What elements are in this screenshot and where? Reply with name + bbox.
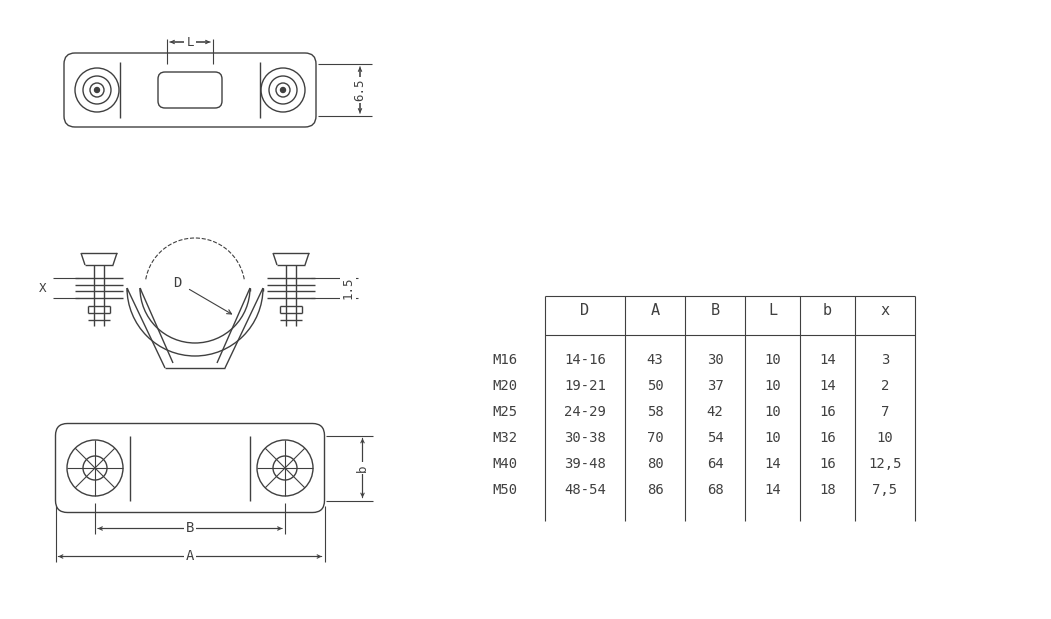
Text: 10: 10 bbox=[764, 405, 781, 419]
Text: 30-38: 30-38 bbox=[564, 431, 606, 445]
Text: 24-29: 24-29 bbox=[564, 405, 606, 419]
Text: 19-21: 19-21 bbox=[564, 379, 606, 393]
Text: X: X bbox=[39, 282, 46, 295]
Text: M40: M40 bbox=[493, 457, 517, 471]
Text: 2: 2 bbox=[881, 379, 889, 393]
Text: 10: 10 bbox=[877, 431, 893, 445]
Text: 14-16: 14-16 bbox=[564, 353, 606, 367]
Text: 70: 70 bbox=[646, 431, 663, 445]
Text: A: A bbox=[651, 303, 660, 318]
Text: D: D bbox=[580, 303, 590, 318]
Text: 14: 14 bbox=[819, 379, 836, 393]
Text: 12,5: 12,5 bbox=[868, 457, 902, 471]
Text: 39-48: 39-48 bbox=[564, 457, 606, 471]
Text: M16: M16 bbox=[493, 353, 517, 367]
Text: 54: 54 bbox=[706, 431, 723, 445]
Text: 10: 10 bbox=[764, 353, 781, 367]
Text: 14: 14 bbox=[764, 457, 781, 471]
Text: 68: 68 bbox=[706, 483, 723, 497]
Text: 64: 64 bbox=[706, 457, 723, 471]
Text: 10: 10 bbox=[764, 431, 781, 445]
Text: b: b bbox=[356, 464, 369, 472]
Text: 16: 16 bbox=[819, 405, 836, 419]
Circle shape bbox=[95, 87, 100, 92]
Text: L: L bbox=[768, 303, 777, 318]
Text: 43: 43 bbox=[646, 353, 663, 367]
Text: 14: 14 bbox=[819, 353, 836, 367]
Text: B: B bbox=[186, 521, 194, 535]
Text: 1.5: 1.5 bbox=[342, 277, 354, 299]
Text: A: A bbox=[186, 550, 194, 563]
Text: B: B bbox=[710, 303, 720, 318]
Text: 42: 42 bbox=[706, 405, 723, 419]
Text: 3: 3 bbox=[881, 353, 889, 367]
Text: b: b bbox=[823, 303, 832, 318]
Text: M50: M50 bbox=[493, 483, 517, 497]
Text: 30: 30 bbox=[706, 353, 723, 367]
Text: 14: 14 bbox=[764, 483, 781, 497]
Circle shape bbox=[281, 87, 286, 92]
Text: 16: 16 bbox=[819, 457, 836, 471]
Text: 18: 18 bbox=[819, 483, 836, 497]
Text: 86: 86 bbox=[646, 483, 663, 497]
Text: D: D bbox=[172, 276, 181, 290]
Text: 80: 80 bbox=[646, 457, 663, 471]
Text: L: L bbox=[186, 35, 193, 48]
Text: 37: 37 bbox=[706, 379, 723, 393]
Text: 50: 50 bbox=[646, 379, 663, 393]
Text: 58: 58 bbox=[646, 405, 663, 419]
Text: 16: 16 bbox=[819, 431, 836, 445]
Text: 10: 10 bbox=[764, 379, 781, 393]
Text: 7: 7 bbox=[881, 405, 889, 419]
Text: 7,5: 7,5 bbox=[872, 483, 898, 497]
Text: M25: M25 bbox=[493, 405, 517, 419]
Text: M32: M32 bbox=[493, 431, 517, 445]
Text: x: x bbox=[881, 303, 889, 318]
Text: 6.5: 6.5 bbox=[353, 79, 367, 102]
Text: 48-54: 48-54 bbox=[564, 483, 606, 497]
Text: M20: M20 bbox=[493, 379, 517, 393]
